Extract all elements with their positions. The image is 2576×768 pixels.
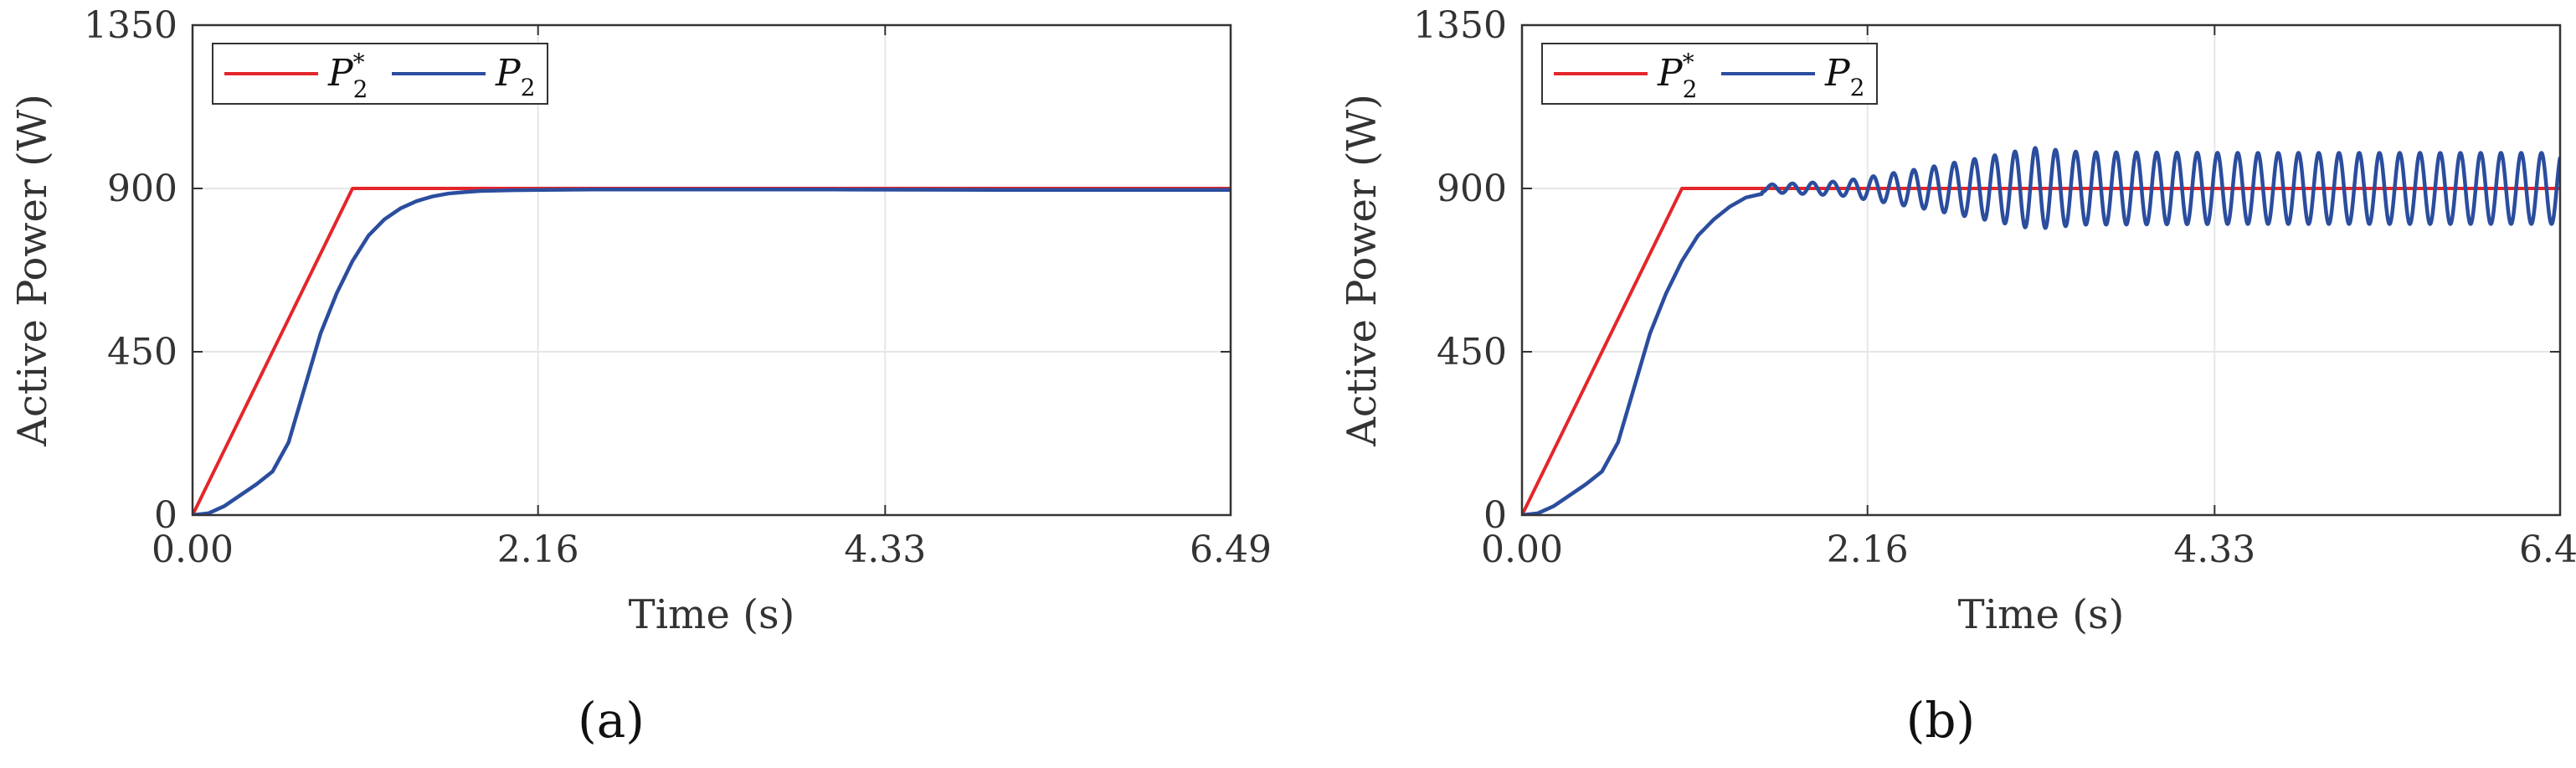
y-tick-label: 900 — [107, 168, 177, 210]
plot-area — [193, 25, 1231, 515]
x-tick-label: 2.16 — [1827, 528, 1909, 571]
x-tick-label: 4.33 — [844, 528, 926, 571]
y-tick-label: 450 — [1437, 331, 1507, 374]
x-tick-label: 0.00 — [152, 528, 234, 571]
chart-panel-a: 0.00 2.16 4.33 6.49 0 450 900 1350 P* 2 P2 Time (s)… — [9, 4, 1272, 749]
y-axis-label: Active Power (W) — [1339, 94, 1386, 447]
plot-frame — [1520, 23, 2562, 517]
x-tick-label: 6.49 — [1190, 528, 1272, 571]
legend-label: P* 2 — [1657, 49, 1697, 103]
series-line-p2 — [1522, 146, 2560, 515]
series-line-p2 — [193, 188, 1231, 515]
legend: P* 2 P2 — [212, 43, 548, 105]
chart-panel-b: 0.00 2.16 4.33 6.49 0 450 900 1350 P*2 P2 Time (s)… — [1339, 4, 2576, 749]
x-axis-label: Time (s) — [629, 591, 795, 638]
x-tick-label: 0.00 — [1481, 528, 1563, 571]
panel-label: (a) — [578, 692, 645, 749]
y-tick-label: 450 — [107, 331, 177, 374]
plot-area — [1522, 25, 2560, 515]
x-tick-label: 6.49 — [2519, 528, 2576, 571]
y-tick-label: 0 — [154, 494, 177, 537]
x-axis-label: Time (s) — [1958, 591, 2125, 638]
y-axis-label: Active Power (W) — [9, 94, 56, 447]
legend-label: P2 — [495, 52, 535, 101]
x-tick-label: 2.16 — [497, 528, 579, 571]
y-tick-label: 1350 — [1413, 4, 1507, 47]
y-tick-label: 900 — [1437, 168, 1507, 210]
legend: P* 2 P2 — [1541, 43, 1878, 105]
x-tick-label: 4.33 — [2173, 528, 2255, 571]
series-line-p2-ref — [1522, 187, 2560, 515]
plot-frame — [191, 23, 1232, 517]
legend-label: P2 — [1824, 52, 1864, 101]
legend-label: P* 2 — [327, 49, 368, 103]
panel-label: (b) — [1906, 692, 1975, 749]
y-tick-label: 1350 — [84, 4, 177, 47]
y-tick-label: 0 — [1483, 494, 1507, 537]
